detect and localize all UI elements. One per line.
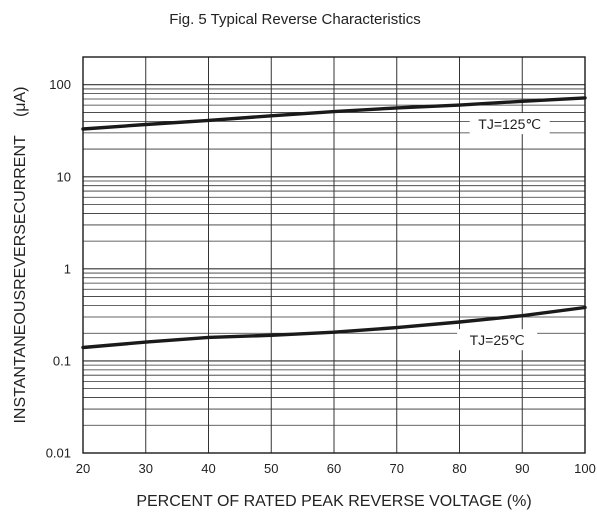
y-tick-label: 10 — [57, 169, 71, 184]
chart-title: Fig. 5 Typical Reverse Characteristics — [169, 11, 420, 28]
y-tick-label: 1 — [64, 261, 71, 276]
x-axis-label: PERCENT OF RATED PEAK REVERSE VOLTAGE (%… — [136, 493, 531, 510]
series-line-tj-125 — [81, 96, 587, 131]
x-tick-label: 90 — [515, 461, 529, 476]
y-tick-label: 0.01 — [46, 446, 71, 461]
series-line-tj-25 — [81, 305, 587, 350]
x-tick-label: 20 — [76, 461, 90, 476]
series-annotation-label: TJ=25℃ — [470, 332, 525, 348]
y-tick-label: 100 — [49, 77, 71, 92]
x-tick-label: 50 — [264, 461, 278, 476]
series-annotation-label: TJ=125℃ — [478, 116, 541, 132]
x-tick-label: 70 — [390, 461, 404, 476]
annotation-background — [469, 113, 550, 135]
y-tick-labels: 0.01 0.1 1 10 100 — [46, 77, 71, 460]
y-axis-label: INSTANTANEOUSREVERSECURRENT (μA) — [12, 86, 29, 423]
x-tick-label: 100 — [574, 461, 596, 476]
x-tick-label: 80 — [452, 461, 466, 476]
series-lines — [81, 96, 587, 350]
plot-frame — [82, 56, 586, 454]
x-tick-label: 30 — [139, 461, 153, 476]
y-axis-label-group: INSTANTANEOUSREVERSECURRENT (μA) — [12, 86, 29, 423]
x-tick-label: 40 — [201, 461, 215, 476]
series-annotations: TJ=125℃ TJ=25℃ — [457, 113, 550, 351]
y-tick-label: 0.1 — [53, 353, 71, 368]
y-axis-unit: (μA) — [12, 86, 29, 117]
annotation-background — [457, 329, 538, 351]
y-axis-label-text: INSTANTANEOUSREVERSECURRENT — [12, 135, 29, 424]
x-tick-label: 60 — [327, 461, 341, 476]
plot-area: TJ=125℃ TJ=25℃ — [81, 56, 587, 454]
x-tick-labels: 20 30 40 50 60 70 80 90 100 — [76, 461, 596, 476]
